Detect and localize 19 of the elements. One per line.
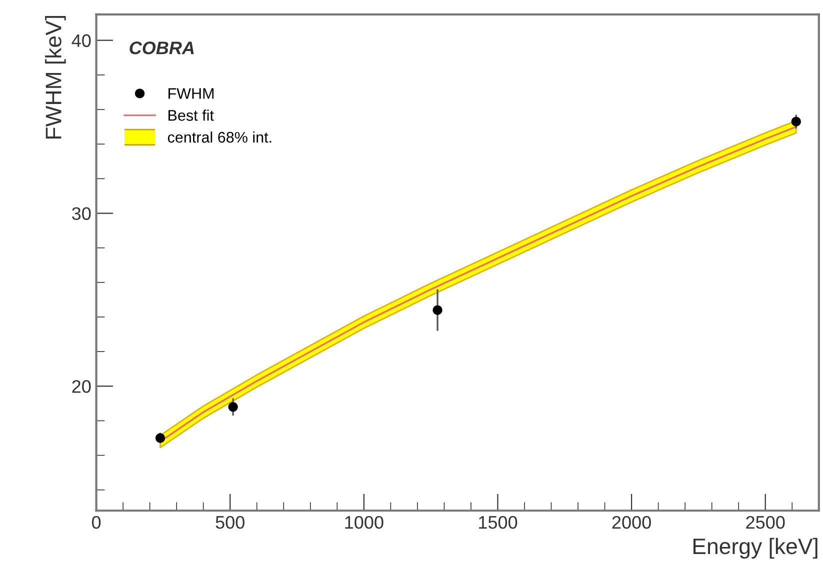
legend-label: Best fit xyxy=(168,110,214,121)
point xyxy=(791,116,801,126)
x-tick-label: 1000 xyxy=(345,516,384,529)
annotation: COBRA xyxy=(130,42,194,54)
y-tick-label: 40 xyxy=(72,34,91,48)
point xyxy=(228,402,238,412)
point xyxy=(155,433,166,443)
y-tick-label: 20 xyxy=(72,380,91,393)
y-tick-label: 30 xyxy=(72,207,91,220)
point xyxy=(432,305,442,315)
x-axis-title: Energy [keV] xyxy=(693,538,818,559)
x-tick-label: 2500 xyxy=(746,516,785,529)
x-tick-label: 0 xyxy=(92,516,101,529)
x-tick-label: 500 xyxy=(216,516,244,529)
annotation: central 68% int. xyxy=(168,131,272,143)
y-axis-title: FWHM [keV] xyxy=(45,16,66,139)
x-tick-label: 1500 xyxy=(479,516,518,529)
x-tick-label: 2000 xyxy=(612,516,651,529)
legend-label: FWHM xyxy=(168,88,214,99)
